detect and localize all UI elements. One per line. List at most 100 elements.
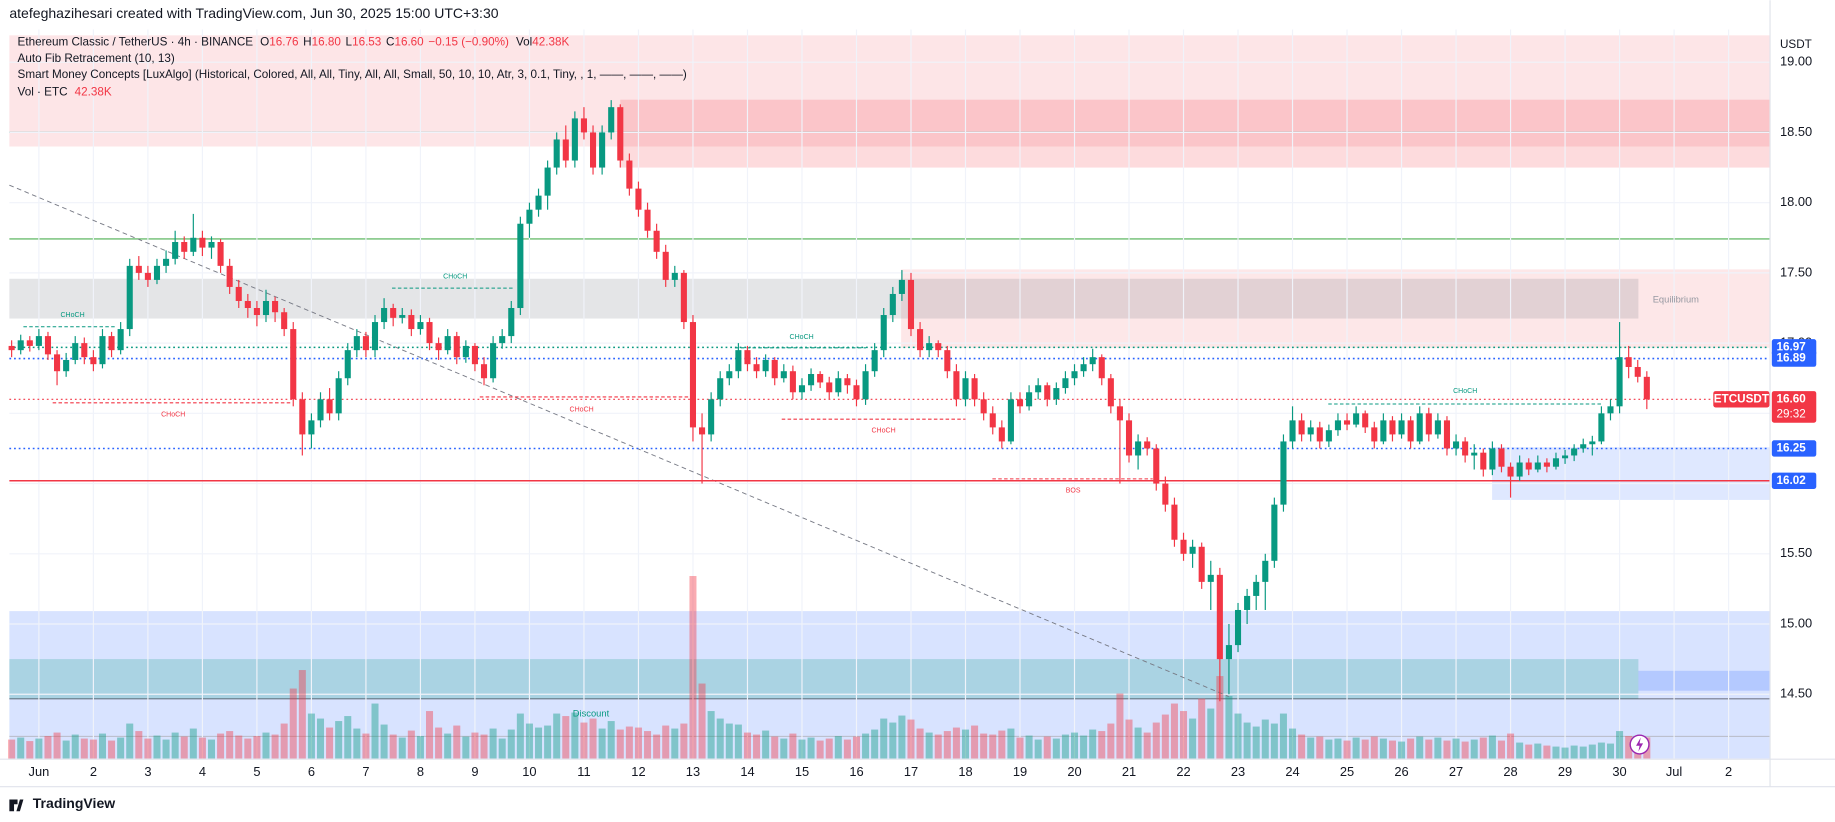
candle-body bbox=[408, 315, 415, 330]
candle-body bbox=[335, 378, 342, 414]
volume-bar bbox=[934, 734, 942, 759]
candle-body bbox=[689, 322, 697, 428]
x-tick-label: 4 bbox=[199, 764, 206, 779]
volume-bar bbox=[862, 733, 870, 759]
price-label: 16.25 bbox=[1776, 442, 1806, 455]
volume-bar bbox=[535, 727, 543, 759]
candle-body bbox=[1416, 413, 1423, 442]
candle-body bbox=[1007, 399, 1014, 442]
x-tick-label: 10 bbox=[522, 764, 536, 779]
volume-bar bbox=[816, 740, 824, 759]
volume-bar bbox=[316, 718, 325, 759]
volume-bar bbox=[426, 711, 434, 759]
candle-body bbox=[1225, 645, 1232, 660]
volume-bar bbox=[1543, 745, 1551, 759]
candle-body bbox=[244, 300, 251, 309]
volume-bar bbox=[462, 736, 470, 759]
zone-label: Equilibrium bbox=[1653, 294, 1699, 304]
volume-bar bbox=[516, 713, 524, 759]
candle-body bbox=[417, 322, 424, 330]
candle-body bbox=[853, 385, 860, 400]
candle-body bbox=[435, 343, 442, 351]
volume-bar bbox=[680, 723, 688, 759]
structure-label: BOS bbox=[1066, 487, 1081, 494]
candle-body bbox=[571, 118, 578, 161]
candle-body bbox=[1180, 539, 1187, 554]
volume-bar bbox=[1416, 736, 1424, 759]
candle-body bbox=[1353, 413, 1360, 425]
volume-bar bbox=[825, 738, 833, 759]
volume-bar bbox=[371, 703, 379, 759]
candle-body bbox=[880, 315, 887, 351]
candle-body bbox=[1407, 420, 1414, 442]
x-tick-label: 26 bbox=[1394, 764, 1408, 779]
volume-bar bbox=[898, 715, 906, 759]
candle-body bbox=[1380, 420, 1387, 442]
candle-body bbox=[1462, 441, 1469, 456]
volume-bar bbox=[1443, 740, 1451, 759]
volume-bar bbox=[671, 728, 679, 759]
volume-bar bbox=[1552, 746, 1560, 759]
candle-body bbox=[789, 371, 796, 393]
zone bbox=[9, 611, 1770, 759]
volume-bar bbox=[1007, 728, 1015, 759]
ohlc-key: L bbox=[346, 35, 353, 48]
candle-body bbox=[898, 279, 905, 294]
candle-body bbox=[871, 350, 878, 372]
volume-bar bbox=[1307, 737, 1315, 759]
candle-body bbox=[54, 354, 61, 372]
volume-bar bbox=[1252, 726, 1260, 759]
volume-bar bbox=[1216, 676, 1224, 759]
candle-body bbox=[1125, 420, 1133, 456]
x-tick-label: 19 bbox=[1013, 764, 1027, 779]
x-tick-label: 5 bbox=[253, 764, 260, 779]
volume-bar bbox=[1425, 739, 1433, 759]
volume-bar bbox=[980, 733, 988, 759]
candle-body bbox=[17, 340, 24, 351]
zone bbox=[1492, 447, 1770, 500]
candle-body bbox=[63, 359, 70, 372]
volume-bar bbox=[644, 731, 652, 759]
candle-body bbox=[808, 374, 815, 386]
volume-bar bbox=[1470, 739, 1478, 759]
candle-body bbox=[1307, 427, 1314, 435]
volume-bar bbox=[1588, 744, 1596, 759]
volume-bar bbox=[1398, 741, 1406, 759]
candle-body bbox=[181, 241, 188, 252]
volume-value: 42.38K bbox=[75, 86, 112, 99]
volume-bar bbox=[1325, 739, 1333, 759]
candle-body bbox=[1507, 466, 1514, 477]
structure-label: CHoCH bbox=[60, 312, 84, 319]
volume-bar bbox=[625, 726, 633, 759]
candle-body bbox=[1189, 546, 1196, 554]
x-tick-label: 16 bbox=[849, 764, 863, 779]
volume-bar bbox=[244, 738, 252, 759]
candle-body bbox=[290, 329, 297, 400]
candle-body bbox=[1026, 392, 1033, 407]
candle-body bbox=[163, 258, 170, 266]
candle-body bbox=[272, 300, 279, 313]
volume-bar bbox=[217, 733, 225, 759]
candle-body bbox=[962, 378, 969, 400]
candle-body bbox=[35, 336, 42, 346]
candle-body bbox=[1643, 376, 1650, 400]
ohlc-key: H bbox=[303, 35, 311, 48]
candle-body bbox=[1171, 504, 1178, 540]
candle-body bbox=[1516, 462, 1523, 477]
candle-body bbox=[699, 427, 706, 435]
volume-bar bbox=[1616, 731, 1624, 759]
candle-body bbox=[135, 265, 142, 273]
volume-bar bbox=[1080, 735, 1088, 759]
ohlc-value: 16.80 bbox=[312, 35, 342, 48]
candle-body bbox=[1135, 441, 1142, 456]
volume-bar bbox=[852, 736, 860, 759]
ohlc-value: 16.60 bbox=[394, 35, 424, 48]
volume-bar bbox=[226, 731, 234, 759]
candle-body bbox=[526, 209, 533, 224]
volume-bar bbox=[553, 713, 561, 759]
candle-body bbox=[508, 308, 515, 337]
candle-body bbox=[1162, 483, 1169, 505]
volume-bar bbox=[571, 712, 579, 759]
zone bbox=[9, 659, 1639, 699]
